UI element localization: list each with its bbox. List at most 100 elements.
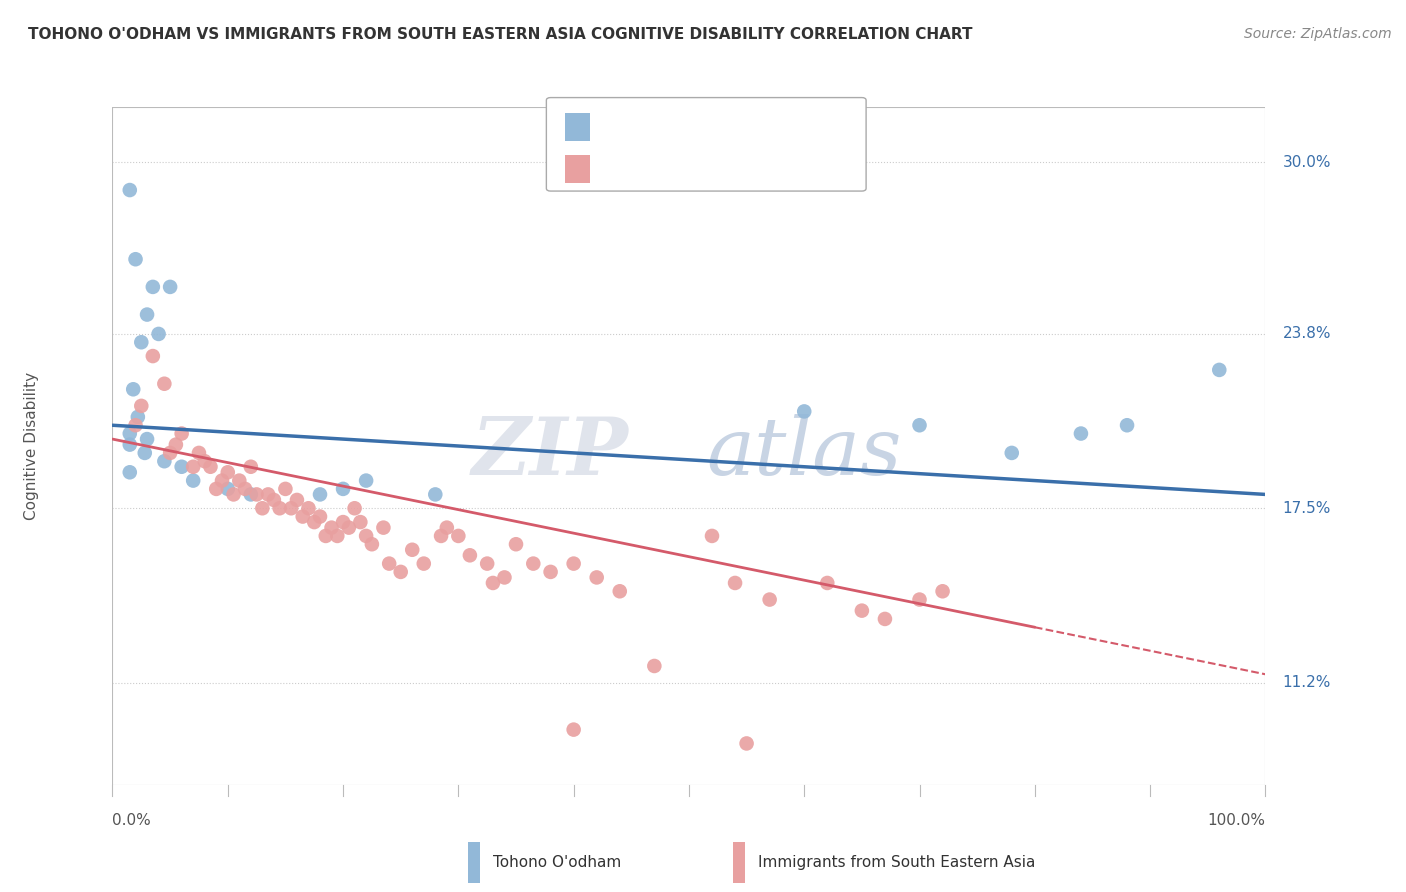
Point (505, 537, 527, 551)
Point (159, 446, 181, 460)
Text: Tohono O'odham: Tohono O'odham (494, 855, 621, 870)
Point (815, 576, 838, 591)
Point (205, 482, 228, 496)
Point (181, 474, 204, 488)
Point (239, 459, 262, 474)
Point (280, 501, 302, 516)
Point (217, 482, 239, 496)
Text: TOHONO O'ODHAM VS IMMIGRANTS FROM SOUTH EASTERN ASIA COGNITIVE DISABILITY CORREL: TOHONO O'ODHAM VS IMMIGRANTS FROM SOUTH … (28, 27, 973, 42)
Point (170, 426, 193, 441)
Point (124, 418, 146, 433)
Point (217, 465, 239, 479)
Text: R = -0.205  N = 29: R = -0.205 N = 29 (598, 120, 742, 134)
Text: 100.0%: 100.0% (1208, 813, 1265, 828)
Text: Immigrants from South Eastern Asia: Immigrants from South Eastern Asia (758, 855, 1035, 870)
Point (153, 454, 176, 468)
Text: Source: ZipAtlas.com: Source: ZipAtlas.com (1244, 27, 1392, 41)
Point (194, 454, 217, 468)
Point (122, 382, 145, 396)
Point (735, 736, 758, 750)
Point (1208, 363, 1230, 377)
Point (494, 570, 516, 584)
Point (257, 487, 280, 501)
Point (758, 592, 780, 607)
Point (562, 557, 585, 571)
Point (118, 437, 141, 451)
Text: Cognitive Disability: Cognitive Disability (24, 372, 39, 520)
Point (401, 542, 423, 557)
Point (360, 537, 382, 551)
Point (304, 515, 326, 529)
Point (793, 404, 815, 418)
Point (931, 584, 953, 599)
Text: 11.2%: 11.2% (1282, 675, 1331, 690)
Point (873, 612, 896, 626)
Point (447, 529, 470, 543)
Point (425, 487, 447, 501)
Point (430, 529, 453, 543)
Point (1116, 418, 1139, 433)
Point (200, 459, 222, 474)
Point (269, 501, 291, 516)
Point (700, 529, 723, 543)
Point (134, 446, 156, 460)
Point (908, 418, 931, 433)
Bar (733, 842, 745, 883)
Point (239, 487, 262, 501)
Point (309, 509, 332, 524)
Point (349, 515, 371, 529)
Point (458, 549, 481, 563)
Point (343, 501, 366, 516)
Point (285, 492, 308, 507)
Point (222, 487, 245, 501)
Point (482, 576, 505, 591)
Text: 17.5%: 17.5% (1282, 500, 1331, 516)
Point (562, 723, 585, 737)
Point (153, 376, 176, 391)
Point (373, 521, 395, 535)
Point (585, 570, 607, 584)
Point (337, 521, 360, 535)
Point (309, 487, 332, 501)
Point (211, 474, 233, 488)
Bar (468, 842, 479, 883)
Point (522, 557, 544, 571)
Point (142, 280, 165, 294)
Point (181, 459, 204, 474)
Point (724, 576, 747, 591)
Point (129, 335, 153, 350)
Point (315, 529, 337, 543)
Point (159, 280, 181, 294)
Point (321, 521, 343, 535)
Point (263, 492, 285, 507)
Point (291, 509, 314, 524)
Point (1001, 446, 1024, 460)
Point (326, 529, 349, 543)
Point (643, 659, 665, 673)
Point (609, 584, 631, 599)
Point (118, 183, 141, 197)
Point (165, 437, 187, 451)
Point (354, 529, 377, 543)
Point (412, 557, 434, 571)
Point (245, 487, 267, 501)
Text: 30.0%: 30.0% (1282, 155, 1331, 169)
Point (475, 557, 498, 571)
Point (274, 482, 297, 496)
Point (378, 557, 401, 571)
Point (389, 565, 412, 579)
Point (436, 521, 458, 535)
Text: R = -0.453  N = 70: R = -0.453 N = 70 (598, 161, 742, 177)
Point (354, 474, 377, 488)
Point (148, 326, 170, 341)
Point (124, 252, 146, 267)
Point (1070, 426, 1092, 441)
Point (228, 474, 250, 488)
Point (252, 501, 274, 516)
Point (142, 349, 165, 363)
Point (332, 482, 354, 496)
Point (851, 604, 873, 618)
Point (332, 515, 354, 529)
Point (136, 432, 159, 446)
Text: 23.8%: 23.8% (1282, 326, 1331, 342)
